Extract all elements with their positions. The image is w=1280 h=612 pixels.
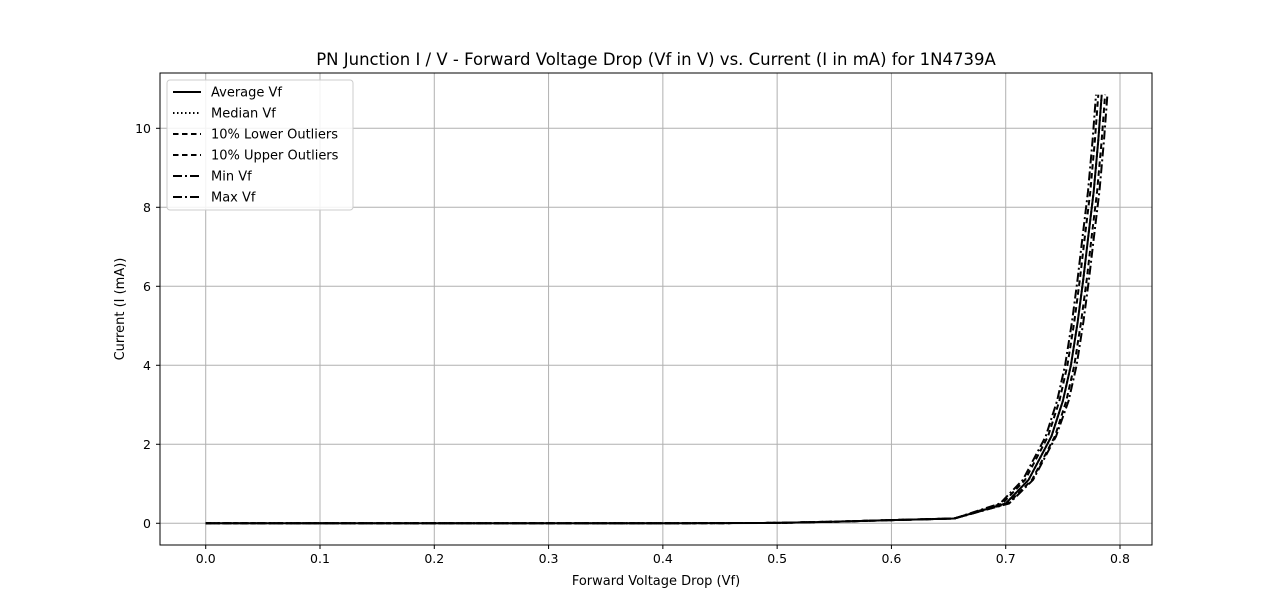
x-axis-label: Forward Voltage Drop (Vf)	[572, 574, 740, 589]
legend-label: Max Vf	[211, 191, 256, 206]
y-tick-label: 10	[135, 121, 151, 136]
legend-label: 10% Upper Outliers	[211, 149, 339, 164]
x-tick-label: 0.7	[996, 551, 1016, 566]
legend-label: 10% Lower Outliers	[211, 128, 338, 143]
y-tick-label: 4	[143, 358, 151, 373]
x-tick-label: 0.5	[767, 551, 787, 566]
grid-lines	[160, 73, 1152, 545]
y-tick-label: 8	[143, 200, 151, 215]
plot-area-frame	[159, 72, 1153, 546]
x-tick-label: 0.2	[424, 551, 444, 566]
y-tick-label: 0	[143, 516, 151, 531]
legend-label: Average Vf	[211, 86, 282, 101]
x-tick-label: 0.1	[310, 551, 330, 566]
x-tick-label: 0.4	[653, 551, 673, 566]
legend-box	[166, 79, 354, 211]
y-tick-label: 6	[143, 279, 151, 294]
x-tick-label: 0.6	[881, 551, 901, 566]
legend-label: Median Vf	[211, 107, 276, 122]
axis-ticks: 0.0 0.1 0.2 0.3 0.4 0.5 0.6 0.7 0.8 0 2 4 6 8 10	[135, 121, 1130, 566]
series-layer	[205, 94, 1109, 525]
x-tick-label: 0.8	[1110, 551, 1130, 566]
legend-label: Min Vf	[211, 170, 252, 185]
y-tick-label: 2	[143, 437, 151, 452]
legend: Average Vf Median Vf 10% Lower Outliers 10%…	[166, 79, 354, 211]
chart-title: PN Junction I / V - Forward Voltage Drop…	[316, 50, 996, 69]
x-tick-label: 0.0	[196, 551, 216, 566]
y-axis-label: Current (I (mA))	[113, 258, 128, 361]
series-line-max-vf	[205, 94, 1109, 525]
x-tick-label: 0.3	[539, 551, 559, 566]
